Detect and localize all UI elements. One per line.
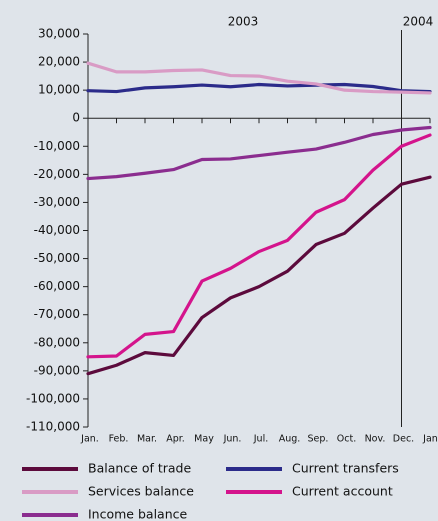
x-tick-label: Feb. <box>109 434 129 445</box>
legend-label: Current transfers <box>292 461 399 476</box>
x-tick-label: Apr. <box>166 434 185 445</box>
y-tick-label: -30,000 <box>34 195 80 209</box>
y-tick-label: -40,000 <box>34 223 80 237</box>
x-tick-label: Jul. <box>253 434 268 445</box>
y-tick-label: -90,000 <box>34 363 80 377</box>
x-tick-label: Sep. <box>308 434 329 445</box>
x-tick-label: Nov. <box>365 434 386 445</box>
x-tick-label: Mar. <box>137 434 157 445</box>
y-tick-label: -70,000 <box>34 307 80 321</box>
y-tick-label: -110,000 <box>26 420 80 434</box>
y-tick-label: -100,000 <box>26 391 80 405</box>
x-tick-label: Jun. <box>223 434 242 445</box>
legend-label: Income balance <box>88 507 187 521</box>
y-tick-label: 10,000 <box>38 83 80 97</box>
legend-label: Current account <box>292 484 393 499</box>
x-tick-label: Dec. <box>393 434 414 445</box>
annotation: 2004 <box>403 15 434 29</box>
series-line <box>86 133 432 359</box>
y-tick-label: 30,000 <box>38 27 80 41</box>
x-tick-label: Aug. <box>279 434 301 445</box>
x-tick-label: May <box>194 434 214 445</box>
y-tick-label: 20,000 <box>38 55 80 69</box>
series-line <box>86 175 432 376</box>
x-tick-label: Oct. <box>337 434 356 445</box>
x-tick-label: Jan. <box>80 434 99 445</box>
annotation: 2003 <box>228 15 259 29</box>
y-tick-label: -20,000 <box>34 167 80 181</box>
x-tick-label: Jan. <box>422 434 438 445</box>
y-tick-label: 0 <box>72 111 80 125</box>
legend-label: Balance of trade <box>88 461 191 476</box>
series-line <box>86 61 432 95</box>
y-tick-label: -10,000 <box>34 139 80 153</box>
legend-label: Services balance <box>88 484 194 499</box>
y-tick-label: -80,000 <box>34 335 80 349</box>
y-tick-label: -60,000 <box>34 279 80 293</box>
y-tick-label: -50,000 <box>34 251 80 265</box>
series-line <box>86 125 432 181</box>
series-line <box>86 82 432 94</box>
